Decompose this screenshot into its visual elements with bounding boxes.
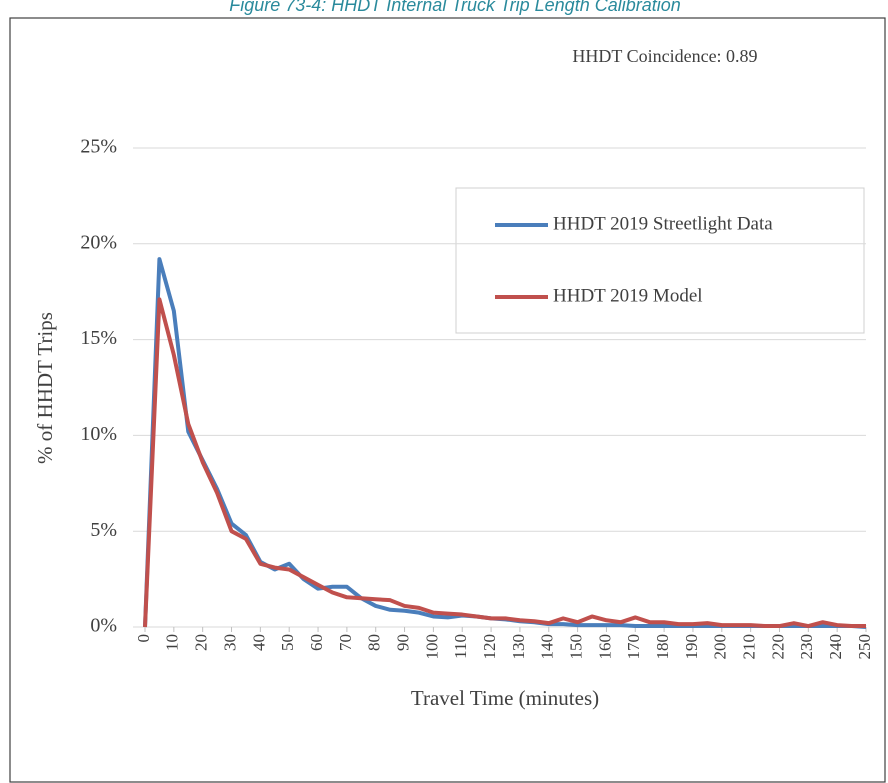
annotation: HHDT Coincidence: 0.89 <box>572 46 757 66</box>
x-tick-label: 120 <box>480 634 499 660</box>
x-tick-label: 150 <box>567 634 586 660</box>
x-tick-label: 0 <box>134 634 153 643</box>
x-tick-label: 90 <box>393 634 412 651</box>
legend-label: HHDT 2019 Streetlight Data <box>553 213 773 234</box>
legend-label: HHDT 2019 Model <box>553 285 703 306</box>
x-tick-label: 170 <box>624 634 643 660</box>
x-tick-label: 110 <box>451 634 470 659</box>
y-tick-label: 0% <box>90 615 117 637</box>
y-axis-label: % of HHDT Trips <box>33 312 57 464</box>
y-tick-label: 25% <box>80 136 117 158</box>
x-tick-label: 20 <box>192 634 211 651</box>
x-tick-label: 40 <box>249 634 268 651</box>
x-tick-label: 160 <box>595 634 614 660</box>
x-tick-label: 140 <box>538 634 557 660</box>
y-tick-label: 20% <box>80 231 117 253</box>
x-tick-label: 250 <box>855 634 874 660</box>
x-tick-label: 200 <box>711 634 730 660</box>
chart-title: Figure 73-4: HHDT Internal Truck Trip Le… <box>229 0 681 15</box>
series-line <box>143 297 866 629</box>
x-tick-label: 60 <box>307 634 326 651</box>
x-tick-label: 70 <box>336 634 355 651</box>
y-tick-label: 5% <box>90 519 117 541</box>
x-tick-label: 10 <box>163 634 182 651</box>
x-tick-label: 50 <box>278 634 297 651</box>
y-tick-label: 15% <box>80 327 117 349</box>
x-tick-label: 80 <box>365 634 384 651</box>
x-tick-label: 230 <box>797 634 816 660</box>
x-tick-label: 220 <box>768 634 787 660</box>
x-tick-label: 190 <box>682 634 701 660</box>
chart-frame <box>9 17 886 783</box>
x-axis-label: Travel Time (minutes) <box>411 686 599 710</box>
x-tick-label: 130 <box>509 634 528 660</box>
y-tick-label: 10% <box>80 423 117 445</box>
x-tick-label: 210 <box>740 634 759 660</box>
x-tick-label: 240 <box>826 634 845 660</box>
x-tick-label: 100 <box>422 634 441 660</box>
x-tick-label: 180 <box>653 634 672 660</box>
x-tick-label: 30 <box>220 634 239 651</box>
legend-box <box>455 187 865 334</box>
